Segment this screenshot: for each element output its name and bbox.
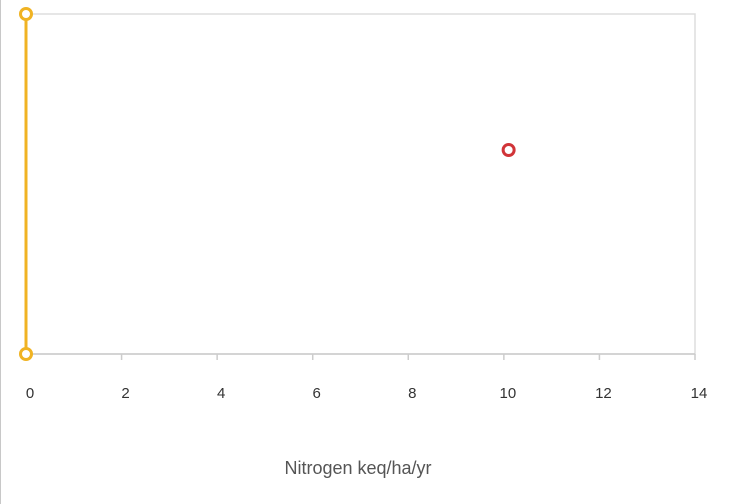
x-tick-label: 10 xyxy=(500,385,517,402)
data-point xyxy=(501,143,516,157)
x-tick-label: 4 xyxy=(217,385,225,402)
x-tick-label: 6 xyxy=(313,385,321,402)
data-point xyxy=(19,347,33,361)
x-tick-label: 8 xyxy=(408,385,416,402)
x-tick-label: 12 xyxy=(595,385,612,402)
x-tick-label: 0 xyxy=(26,385,34,402)
x-tick-label: 2 xyxy=(121,385,129,402)
x-tick-label: 14 xyxy=(691,385,708,402)
x-axis-title: Nitrogen keq/ha/yr xyxy=(284,458,431,478)
plot-area xyxy=(25,13,696,355)
left-border xyxy=(0,0,1,504)
data-point xyxy=(19,7,33,21)
